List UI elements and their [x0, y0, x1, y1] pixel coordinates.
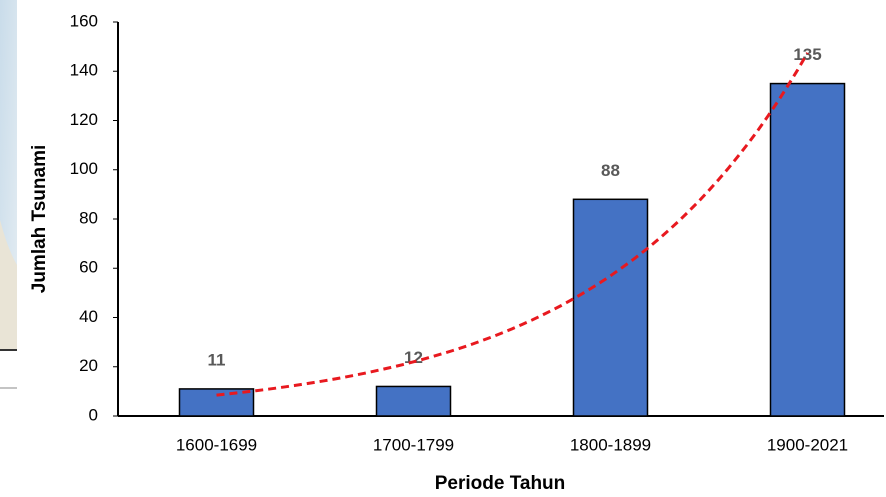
data-label: 11 [208, 350, 226, 369]
bar [377, 386, 451, 416]
y-tick-label: 160 [70, 11, 98, 30]
bar [574, 199, 648, 416]
x-tick-label: 1900-2021 [767, 435, 848, 454]
page: {"chart_data": {"type": "bar", "x_label"… [0, 0, 886, 497]
trendline [217, 53, 808, 395]
y-tick-label: 80 [79, 208, 98, 227]
chart: Periode Tahun Jumlah Tsunami 0 20 40 60 80 10… [0, 0, 886, 497]
bar [180, 389, 254, 416]
x-tick-label: 1600-1699 [176, 435, 257, 454]
y-tick-label: 0 [89, 405, 98, 424]
y-tick-label: 60 [79, 258, 98, 277]
x-tick-label: 1800-1899 [570, 435, 651, 454]
y-axis-title: Jumlah Tsunami [29, 145, 50, 294]
y-tick-label: 100 [70, 159, 98, 178]
x-tick-label: 1700-1799 [373, 435, 454, 454]
y-tick-label: 40 [79, 307, 98, 326]
y-tick-label: 120 [70, 110, 98, 129]
x-axis-title: Periode Tahun [435, 473, 566, 494]
map-fragment [0, 0, 17, 388]
data-label: 88 [601, 161, 620, 180]
y-tick-label: 20 [79, 356, 98, 375]
data-label: 135 [793, 45, 821, 64]
y-tick-label: 140 [70, 61, 98, 80]
bar [771, 84, 845, 416]
data-label: 12 [404, 348, 423, 367]
